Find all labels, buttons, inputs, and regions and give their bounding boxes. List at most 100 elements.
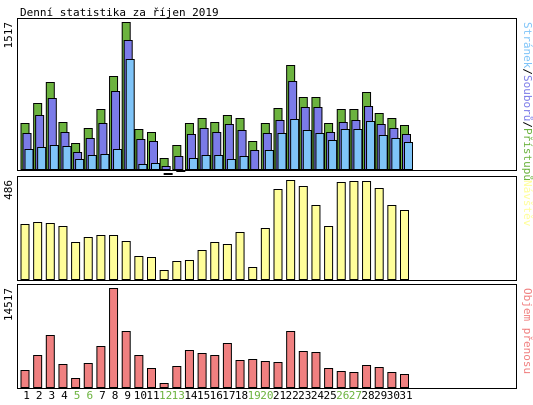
bar-stránek [340, 129, 350, 170]
bar-objem přenosu [83, 363, 93, 388]
bar-stránek [188, 158, 198, 170]
legend-separator: / [521, 68, 533, 75]
bar-objem přenosu [172, 366, 182, 388]
legend-entry: Přístupů [521, 128, 533, 181]
x-tick-label: 12 [159, 389, 172, 402]
bar-návštěv [159, 270, 169, 280]
bar-stránek [239, 156, 249, 170]
bar-objem přenosu [273, 362, 283, 388]
bar-stránek [391, 138, 401, 170]
x-tick-label: 18 [235, 389, 248, 402]
bar-objem přenosu [286, 331, 296, 388]
bar-objem přenosu [387, 372, 397, 388]
bar-objem přenosu [45, 335, 55, 388]
bar-objem přenosu [362, 365, 372, 388]
bar-objem přenosu [121, 331, 131, 388]
bar-objem přenosu [311, 352, 321, 388]
bar-objem přenosu [159, 383, 169, 388]
bar-návštěv [374, 188, 384, 280]
chart-panel-1: 1517 Stránek/Souborů/Přístupů [2, 18, 533, 181]
bar-návštěv [134, 256, 144, 280]
bar-návštěv [349, 181, 359, 280]
bar-objem přenosu [184, 350, 194, 388]
bar-návštěv [172, 261, 182, 280]
bar-stránek [151, 163, 160, 170]
bar-stránek [37, 147, 47, 170]
x-tick-label: 19 [248, 389, 261, 402]
bar-objem přenosu [20, 370, 30, 388]
legend-entry: Objem přenosu [521, 288, 533, 374]
bar-návštěv [96, 235, 106, 280]
bar-návštěv [336, 182, 346, 280]
y-axis-max-label: 486 [2, 180, 15, 200]
bar-stránek [252, 169, 262, 171]
x-tick-label: 29 [374, 389, 387, 402]
legend-entry: Návštěv [521, 180, 533, 227]
bar-objem přenosu [298, 351, 308, 388]
bar-návštěv [362, 181, 372, 280]
bar-objem přenosu [222, 343, 232, 388]
x-tick-label: 5 [74, 389, 81, 402]
bar-stránek [404, 142, 413, 170]
chart-title: Denní statistika za říjen 2019 [20, 6, 219, 19]
bar-objem přenosu [109, 288, 119, 388]
x-tick-label: 23 [298, 389, 311, 402]
y-axis-max-label: 1517 [2, 22, 15, 49]
bar-objem přenosu [248, 359, 258, 388]
bar-souborů [161, 166, 171, 170]
x-tick-label: 16 [210, 389, 223, 402]
bar-stránek [226, 159, 236, 170]
x-tick-label: 9 [124, 389, 131, 402]
x-tick-label: 21 [273, 389, 286, 402]
x-tick-label: 22 [286, 389, 299, 402]
x-tick-label: 31 [399, 389, 412, 402]
bar-návštěv [311, 205, 321, 280]
panel-frame [17, 284, 517, 389]
x-tick-label: 8 [112, 389, 119, 402]
y-axis-max-label: 14517 [2, 288, 15, 321]
x-tick-label: 2 [36, 389, 43, 402]
x-tick-label: 27 [349, 389, 362, 402]
chart-panel-2: 486 Návštěv [2, 176, 533, 281]
bar-stránek [62, 146, 72, 170]
x-tick-label: 6 [86, 389, 93, 402]
x-axis-labels: 1 2 3 4 5 6 7 8 9 10 11 12 13 14 15 16 17 18 19 20 21 22 23 24 2… [23, 389, 412, 402]
bar-návštěv [45, 223, 55, 280]
bar-objem přenosu [58, 364, 68, 388]
x-tick-label: 3 [48, 389, 55, 402]
bar-návštěv [298, 186, 308, 280]
x-tick-label: 1 [23, 389, 30, 402]
bar-stránek [290, 119, 300, 170]
bar-návštěv [20, 224, 30, 280]
legend-entry: Souborů [521, 75, 533, 121]
panel-frame [17, 18, 517, 171]
bar-stránek [87, 155, 97, 170]
x-tick-label: 11 [146, 389, 159, 402]
bar-návštěv [33, 222, 43, 280]
x-tick-label: 10 [134, 389, 147, 402]
bar-stránek [138, 164, 148, 170]
bar-stránek [378, 135, 388, 170]
panel-frame [17, 176, 517, 281]
bar-objem přenosu [260, 361, 270, 388]
bar-stránek [113, 149, 123, 170]
x-tick-label: 30 [387, 389, 400, 402]
chart-panel-3: 14517 Objem přenosu [2, 284, 533, 389]
bar-stránek [264, 150, 274, 170]
bar-návštěv [400, 210, 409, 280]
bar-objem přenosu [96, 346, 106, 388]
x-tick-label: 20 [260, 389, 273, 402]
bar-návštěv [197, 250, 207, 280]
x-tick-label: 17 [222, 389, 235, 402]
bar-návštěv [235, 232, 245, 280]
legend-entry: Stránek [521, 22, 533, 69]
x-tick-label: 26 [336, 389, 349, 402]
bar-objem přenosu [71, 378, 81, 388]
bar-návštěv [210, 242, 220, 280]
bar-stránek [100, 154, 110, 170]
bar-stránek [163, 173, 173, 175]
bar-stránek [315, 133, 325, 170]
